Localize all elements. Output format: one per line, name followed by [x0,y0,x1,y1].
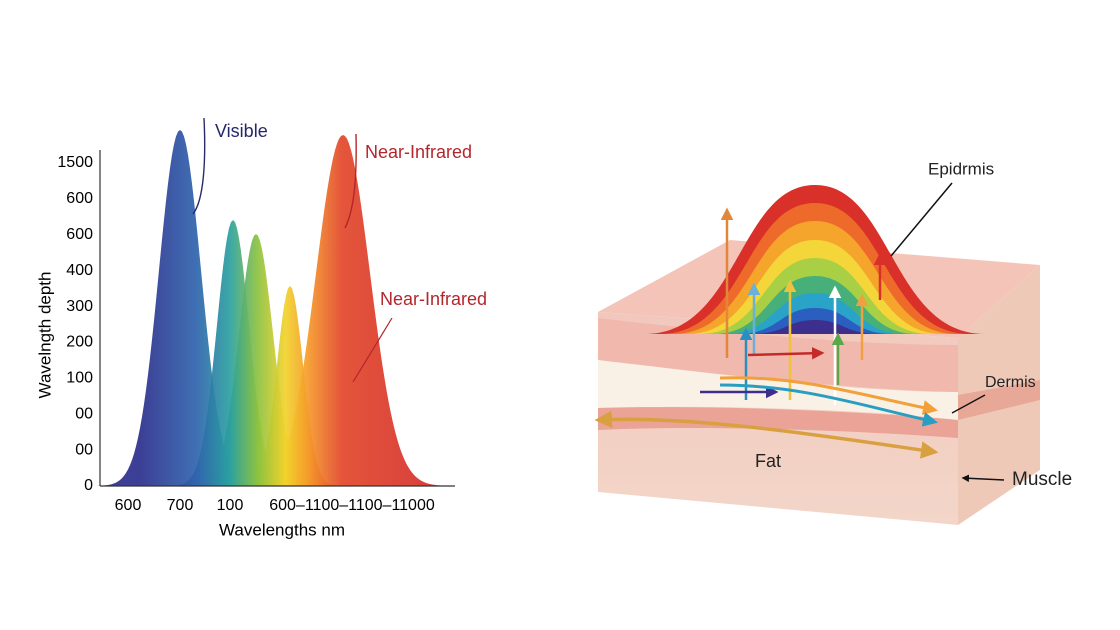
annotation: Near-Infrared [365,142,472,162]
light-arrows [594,207,939,459]
annotation-line [352,317,393,383]
label-line [951,394,986,414]
spectrum-peak [169,220,297,486]
layer-label: Dermis [985,374,1036,391]
x-axis-label: Wavelengths nm [219,520,345,539]
y-tick-label: 400 [66,262,93,279]
annotation-line [192,117,206,215]
light-arrow [747,347,825,360]
x-tick-label: 100 [217,497,244,514]
spectrum-chart: Wavelngth depth Wavelengths nm Visible N… [35,117,487,539]
y-tick-label: 1500 [57,154,93,171]
block-side-layer [958,380,1040,420]
layer-label: Epidrmis [928,159,994,178]
y-tick-label: 300 [66,298,93,315]
spectrum-peak [188,234,324,486]
x-tick-label: 700 [167,497,194,514]
spectrum-peak [238,286,342,486]
annotation: Visible [215,121,268,141]
light-arrow [719,376,938,415]
y-axis-label: Wavelngth depth [35,272,54,399]
spectrum-peak [96,130,264,486]
layer-label: Fat [755,451,781,471]
layer-label: Muscle [1012,469,1072,490]
y-tick-label: 00 [75,405,93,422]
annotation-line [344,133,357,229]
label-line [890,182,953,257]
hump-band [751,320,879,334]
spectrum-peaks [96,130,451,486]
x-tick-label: 600 [115,497,142,514]
y-tick-label: 100 [66,370,93,387]
annotation: Near-Infrared [380,289,487,309]
spectrum-peak [235,135,451,486]
y-tick-label: 600 [66,190,93,207]
label-arrow [961,474,1005,483]
y-tick-label: 0 [84,477,93,494]
light-arrow [594,410,939,459]
y-tick-label: 200 [66,334,93,351]
skin-diagram: Epidrmis Dermis Fat Muscle [594,159,1072,525]
y-tick-label: 00 [75,441,93,458]
light-hump [645,185,985,334]
x-tick-label: 600–1100–1100–11000 [269,497,435,514]
y-tick-label: 600 [66,226,93,243]
